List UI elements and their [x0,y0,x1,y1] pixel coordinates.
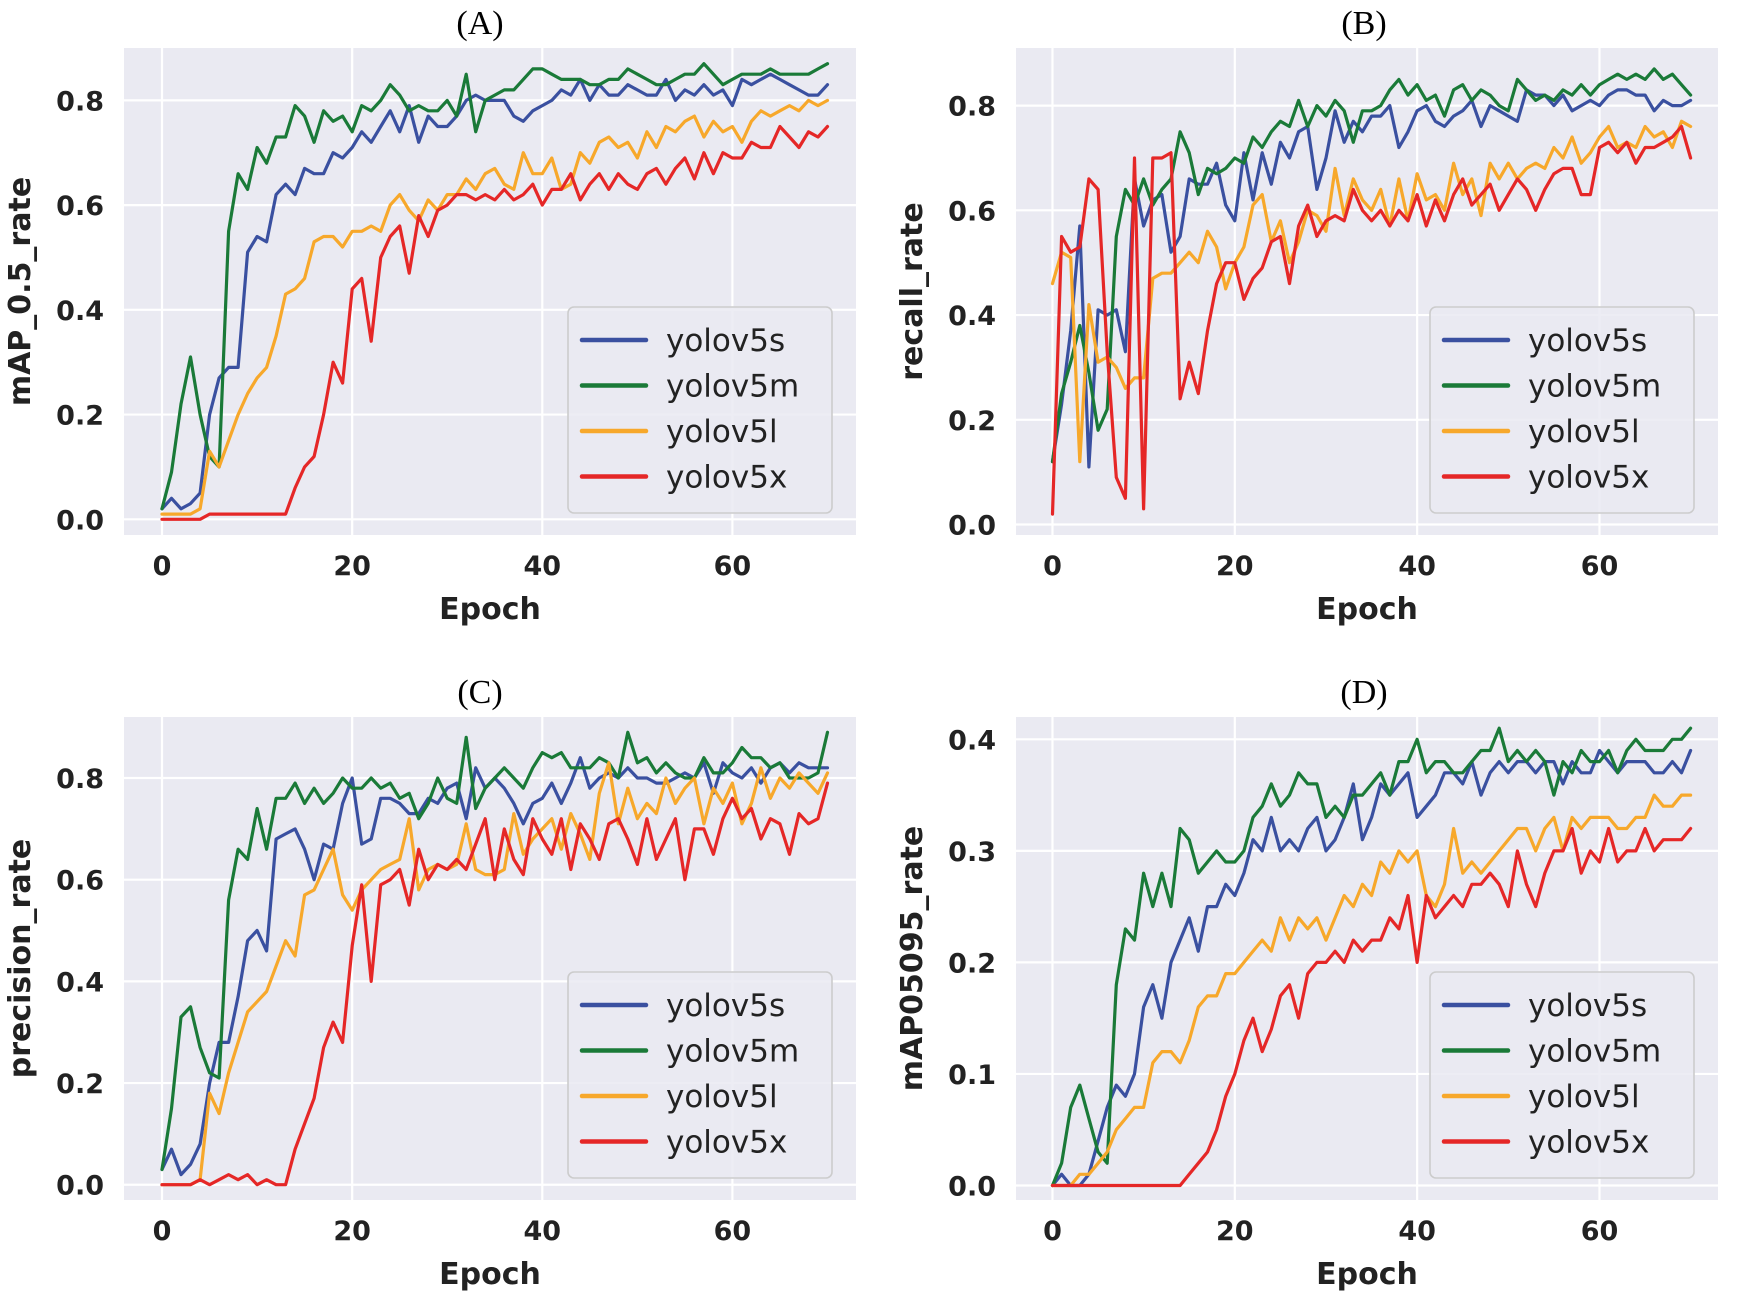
series-line-yolov5x [160,781,830,1187]
series-line-yolov5m [160,62,830,511]
y-tick-label: 0.2 [948,948,996,979]
legend-label: yolov5m [666,369,799,405]
x-axis-label: Epoch [1316,592,1418,627]
series-line-yolov5l [1050,793,1693,1188]
series-line-yolov5m [1050,67,1693,464]
x-tick-label: 40 [523,551,561,582]
x-axis-label: Epoch [439,1257,541,1292]
series-line-yolov5l [1050,119,1693,464]
x-tick-label: 0 [153,1216,172,1247]
legend-box [1429,306,1695,514]
y-axis-label: mAP_0.5_rate [3,177,38,406]
y-tick-label: 0.8 [56,86,104,117]
series-line-yolov5x [1050,826,1693,1188]
x-tick-label: 40 [523,1216,561,1247]
x-tick-label: 20 [333,551,371,582]
y-tick-label: 0.4 [56,296,104,327]
panel-title: (D) [1340,674,1387,711]
panel-title: (C) [457,674,502,711]
series-line-yolov5s [160,72,830,511]
legend-label: yolov5x [666,1125,787,1161]
x-tick-label: 60 [1581,551,1619,582]
series-line-yolov5m [160,730,830,1172]
legend-box [567,306,833,514]
y-axis-label: mAP05095_rate [895,826,930,1092]
series-line-yolov5x [160,124,830,521]
chart-panel-b: 0 20 40 60 0.0 0.2 0.4 0.6 0.8 (B) Epoch recall_rat… [895,5,1718,627]
legend-label: yolov5m [1528,369,1661,405]
y-axis-label: precision_rate [3,839,38,1079]
legend-label: yolov5x [666,460,787,496]
x-tick-label: 60 [714,1216,752,1247]
y-tick-label: 0.8 [948,92,996,123]
legend-label: yolov5l [666,414,778,450]
legend-label: yolov5m [1528,1034,1661,1070]
y-tick-label: 0.2 [56,1069,104,1100]
y-tick-label: 0.4 [948,301,996,332]
legend-box [1429,971,1695,1179]
panel-title: (B) [1341,5,1386,42]
y-axis-label: recall_rate [895,202,930,380]
x-axis-label: Epoch [1316,1257,1418,1292]
legend-box [567,971,833,1179]
legend-label: yolov5s [1528,988,1647,1024]
y-tick-label: 0.0 [56,1171,104,1202]
legend: yolov5s yolov5m yolov5l yolov5x [567,971,833,1179]
legend-label: yolov5l [1528,1079,1640,1115]
y-tick-label: 0.8 [56,764,104,795]
x-tick-label: 20 [333,1216,371,1247]
y-tick-label: 0.6 [56,191,104,222]
legend-label: yolov5s [1528,323,1647,359]
y-tick-label: 0.1 [948,1060,996,1091]
x-tick-label: 60 [714,551,752,582]
y-tick-label: 0.4 [56,967,104,998]
chart-panel-c: 0 20 40 60 0.0 0.2 0.4 0.6 0.8 (C) Epoch precision_… [3,674,856,1292]
legend-label: yolov5x [1528,460,1649,496]
x-tick-label: 60 [1581,1216,1619,1247]
legend-label: yolov5s [666,323,785,359]
y-tick-label: 0.0 [56,505,104,536]
x-tick-label: 20 [1216,551,1254,582]
y-tick-label: 0.3 [948,837,996,868]
chart-panel-a: 0 20 40 60 0.0 0.2 0.4 0.6 0.8 (A) Epoch mAP_0.5_ra… [3,5,856,627]
y-tick-label: 0.6 [948,196,996,227]
series-line-yolov5s [1050,748,1693,1188]
legend: yolov5s yolov5m yolov5l yolov5x [567,306,833,514]
y-tick-label: 0.6 [56,866,104,897]
y-tick-label: 0.0 [948,1171,996,1202]
chart-panel-d: 0 20 40 60 0.0 0.1 0.2 0.3 0.4 (D) Epoch mAP05095_r… [895,674,1718,1292]
legend: yolov5s yolov5m yolov5l yolov5x [1429,306,1695,514]
x-tick-label: 0 [1043,551,1062,582]
y-tick-label: 0.2 [56,401,104,432]
y-tick-label: 0.2 [948,406,996,437]
legend-label: yolov5x [1528,1125,1649,1161]
legend-label: yolov5m [666,1034,799,1070]
series-line-yolov5x [1050,124,1693,516]
series-line-yolov5l [160,98,830,516]
x-axis-label: Epoch [439,592,541,627]
x-tick-label: 0 [153,551,172,582]
x-tick-label: 0 [1043,1216,1062,1247]
legend: yolov5s yolov5m yolov5l yolov5x [1429,971,1695,1179]
y-tick-label: 0.4 [948,725,996,756]
y-tick-label: 0.0 [948,511,996,542]
series-line-yolov5m [1050,726,1693,1188]
panel-title: (A) [456,5,503,42]
legend-label: yolov5l [666,1079,778,1115]
x-tick-label: 40 [1398,551,1436,582]
legend-label: yolov5l [1528,414,1640,450]
x-tick-label: 40 [1398,1216,1436,1247]
legend-label: yolov5s [666,988,785,1024]
x-tick-label: 20 [1216,1216,1254,1247]
